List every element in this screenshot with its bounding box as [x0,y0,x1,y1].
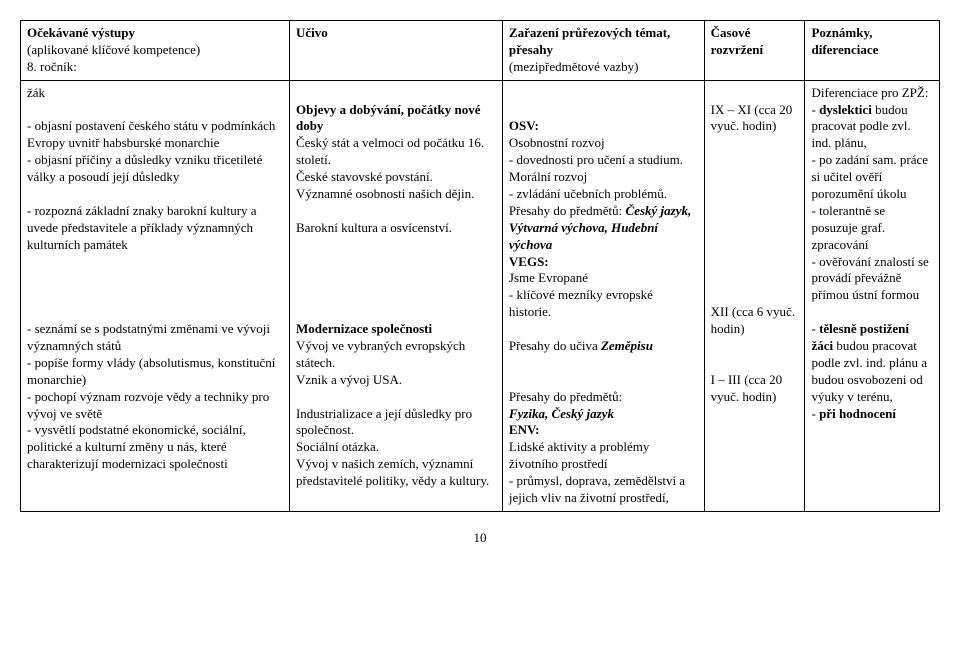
h-c3b: (mezipředmětové vazby) [509,59,639,74]
out-p1: - objasní postavení českého státu v podm… [27,118,283,152]
out-p5: - popíše formy vlády (absolutismus, kons… [27,355,283,389]
notes-d6: - při hodnocení [811,406,933,423]
h-c2: Učivo [296,25,328,40]
pres2: Přesahy do učiva Zeměpisu [509,338,698,355]
out-p7: - vysvětlí podstatné ekonomické, sociáln… [27,422,283,473]
ucivo-h2: Modernizace společnosti [296,321,496,338]
zak: žák [27,85,283,102]
pres3b: Fyzika, Český jazyk [509,406,698,423]
pres2b: Zeměpisu [601,338,653,353]
notes-d1: - dyslektici budou pracovat podle zvl. i… [811,102,933,153]
env2: - průmysl, doprava, zemědělství a jejich… [509,473,698,507]
curriculum-table: Očekávané výstupy (aplikované klíčové ko… [20,20,940,512]
cell-ucivo: Objevy a dobývání, počátky nové doby Čes… [289,80,502,511]
time3: I – III (cca 20 vyuč. hodin) [711,372,799,406]
ucivo-t4: Barokní kultura a osvícenství. [296,220,496,237]
ucivo-t1: Český stát a velmoci od počátku 16. stol… [296,135,496,169]
notes-d5: - tělesně postižení žáci budou pracovat … [811,321,933,405]
header-row: Očekávané výstupy (aplikované klíčové ko… [21,21,940,81]
header-ucivo: Učivo [289,21,502,81]
vegs2: - klíčové mezníky evropské historie. [509,287,698,321]
notes-h1: Diferenciace pro ZPŽ: [811,85,933,102]
time2: XII (cca 6 vyuč. hodin) [711,304,799,338]
page-number: 10 [20,530,940,546]
env1: Lidské aktivity a problémy životního pro… [509,439,698,473]
cell-crosscut: OSV: Osobnostní rozvoj - dovednosti pro … [502,80,704,511]
d1a: - [811,102,819,117]
header-notes: Poznámky, diferenciace [805,21,940,81]
out-p6: - pochopí význam rozvoje vědy a techniky… [27,389,283,423]
ucivo-t7: Industrializace a její důsledky pro spol… [296,406,496,440]
ucivo-t8: Sociální otázka. [296,439,496,456]
notes-d4: - ověřování znalostí se provádí převážně… [811,254,933,305]
pres1: Přesahy do předmětů: Český jazyk, Výtvar… [509,203,698,254]
ucivo-t6: Vznik a vývoj USA. [296,372,496,389]
out-p4: - seznámí se s podstatnými změnami ve vý… [27,321,283,355]
out-p3: - rozpozná základní znaky barokní kultur… [27,203,283,254]
ucivo-t3: Významné osobnosti našich dějin. [296,186,496,203]
h-c1a: Očekávané výstupy [27,25,135,40]
vegs-h: VEGS: [509,254,698,271]
osv2: - dovednosti pro učení a studium. [509,152,698,169]
d1b: dyslektici [819,102,872,117]
h-c4: Časové rozvržení [711,25,763,57]
h-c3a: Zařazení průřezových témat, přesahy [509,25,670,57]
d6b: při hodnocení [819,406,896,421]
body-row: žák - objasní postavení českého státu v … [21,80,940,511]
out-p2: - objasní příčiny a důsledky vzniku třic… [27,152,283,186]
vegs1: Jsme Evropané [509,270,698,287]
ucivo-t2: České stavovské povstání. [296,169,496,186]
time1: IX – XI (cca 20 vyuč. hodin) [711,102,799,136]
d6a: - [811,406,819,421]
osv4: - zvládání učebních problémů. [509,186,698,203]
cell-outcomes: žák - objasní postavení českého státu v … [21,80,290,511]
ucivo-t5: Vývoj ve vybraných evropských státech. [296,338,496,372]
env-h: ENV: [509,422,698,439]
notes-d2: - po zadání sam. práce si učitel ověří p… [811,152,933,203]
h-c1c: 8. ročník: [27,59,77,74]
pres3a: Přesahy do předmětů: [509,389,698,406]
osv3: Morální rozvoj [509,169,698,186]
osv-h: OSV: [509,118,698,135]
cell-notes: Diferenciace pro ZPŽ: - dyslektici budou… [805,80,940,511]
header-time: Časové rozvržení [704,21,805,81]
h-c5: Poznámky, diferenciace [811,25,878,57]
pres2a: Přesahy do učiva [509,338,601,353]
notes-d3: - tolerantně se posuzuje graf. zpracován… [811,203,933,254]
header-outcomes: Očekávané výstupy (aplikované klíčové ko… [21,21,290,81]
h-c1b: (aplikované klíčové kompetence) [27,42,200,57]
ucivo-t9: Vývoj v našich zemích, významní představ… [296,456,496,490]
osv1: Osobnostní rozvoj [509,135,698,152]
cell-time: IX – XI (cca 20 vyuč. hodin) XII (cca 6 … [704,80,805,511]
ucivo-h1: Objevy a dobývání, počátky nové doby [296,102,496,136]
header-crosscut: Zařazení průřezových témat, přesahy (mez… [502,21,704,81]
pres1a: Přesahy do předmětů: [509,203,626,218]
d5a: - [811,321,819,336]
